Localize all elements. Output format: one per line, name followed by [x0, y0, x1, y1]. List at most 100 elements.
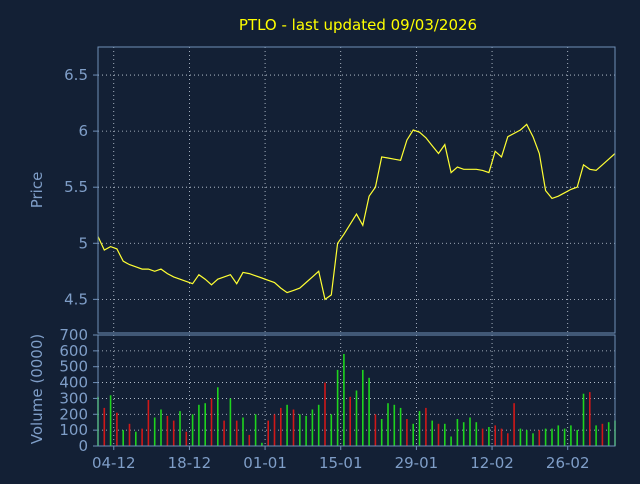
date-tick-label: 18-12 [168, 454, 212, 472]
volume-bar [393, 404, 396, 446]
volume-bar [406, 419, 408, 446]
volume-bar [450, 436, 452, 446]
volume-tick-label: 400 [59, 374, 88, 392]
volume-bar [254, 414, 257, 446]
volume-bar [488, 427, 490, 446]
volume-bar [444, 423, 446, 446]
volume-bar [551, 428, 553, 446]
volume-tick-label: 600 [59, 342, 88, 360]
volume-tick-label: 0 [78, 437, 88, 455]
volume-bar [349, 396, 351, 446]
volume-axis-label: Volume (0000) [28, 334, 46, 444]
volume-bar [431, 420, 433, 446]
date-tick-label: 29-01 [395, 454, 439, 472]
volume-bar [362, 369, 364, 446]
volume-bar [462, 422, 465, 446]
volume-tick-label: 300 [59, 389, 88, 407]
volume-bar [368, 377, 370, 446]
volume-bar [538, 430, 541, 446]
volume-bar [261, 442, 263, 446]
volume-bar [191, 414, 194, 446]
volume-bar [494, 425, 496, 446]
volume-tick-label: 200 [59, 405, 88, 423]
volume-bar [336, 369, 339, 446]
volume-frame [97, 334, 616, 447]
date-x-ticks: 04-12 18-12 01-01 15-01 29-01 12-02 26-02 [92, 446, 590, 472]
volume-bar [210, 398, 213, 446]
volume-grid [98, 335, 615, 446]
volume-bar [380, 419, 383, 446]
volume-bar [160, 409, 162, 446]
volume-bar [437, 423, 440, 446]
date-tick-label: 26-02 [546, 454, 590, 472]
volume-bar [557, 425, 560, 446]
date-tick-label: 04-12 [92, 454, 136, 472]
volume-bar [412, 423, 414, 446]
volume-tick-label: 100 [59, 421, 88, 439]
volume-bar [387, 403, 389, 446]
volume-bar [589, 392, 591, 446]
volume-bar [374, 414, 377, 446]
price-tick-label: 6 [78, 122, 88, 140]
volume-bar [607, 422, 610, 446]
volume-bar [135, 431, 137, 446]
volume-bar [235, 420, 238, 446]
volume-bar [500, 428, 503, 446]
volume-bar [601, 423, 604, 446]
volume-bar [563, 428, 566, 446]
volume-bar [513, 403, 515, 446]
volume-bar [532, 433, 534, 446]
volume-bar [507, 433, 509, 446]
volume-bar [280, 407, 282, 446]
volume-bar [109, 395, 112, 446]
volume-bar [229, 398, 232, 446]
volume-tick-label: 700 [59, 326, 88, 344]
volume-bar [198, 404, 200, 446]
volume-bar [418, 411, 421, 446]
volume-bar [103, 407, 106, 446]
volume-bar [166, 415, 169, 446]
volume-bar [217, 387, 219, 446]
price-line [97, 123, 616, 301]
volume-bar [273, 414, 276, 446]
volume-bar [525, 430, 528, 446]
price-y-ticks: 6.5 6 5.5 5 4.5 [64, 66, 98, 308]
volume-bar [286, 404, 288, 446]
volume-bar [570, 425, 572, 446]
volume-bar [128, 423, 131, 446]
price-axis-label: Price [28, 172, 46, 209]
volume-bar [122, 430, 124, 446]
price-panel: 6.5 6 5.5 5 4.5 Price [28, 46, 616, 334]
volume-bar [267, 420, 269, 446]
price-tick-label: 4.5 [64, 290, 88, 308]
volume-bar [305, 415, 307, 446]
volume-bar [172, 420, 175, 446]
price-tick-label: 5 [78, 234, 88, 252]
volume-bar [343, 354, 345, 446]
volume-bar [355, 390, 358, 446]
price-frame [97, 46, 616, 334]
volume-bar [399, 407, 402, 446]
volume-bar [116, 412, 118, 446]
volume-bar [223, 420, 225, 446]
volume-bar [248, 434, 251, 446]
volume-bar [204, 403, 206, 446]
volume-bar [179, 411, 181, 446]
volume-bar [469, 417, 471, 446]
volume-bar [317, 404, 320, 446]
volume-bar [519, 428, 522, 446]
volume-bar [595, 425, 597, 446]
volume-bars [97, 354, 616, 446]
volume-bar [292, 409, 295, 446]
date-tick-label: 01-01 [243, 454, 287, 472]
volume-bar [425, 407, 427, 446]
volume-tick-label: 500 [59, 358, 88, 376]
volume-bar [481, 428, 484, 446]
chart-title: PTLO - last updated 09/03/2026 [239, 16, 477, 34]
volume-bar [153, 417, 156, 446]
volume-bar [185, 431, 188, 446]
